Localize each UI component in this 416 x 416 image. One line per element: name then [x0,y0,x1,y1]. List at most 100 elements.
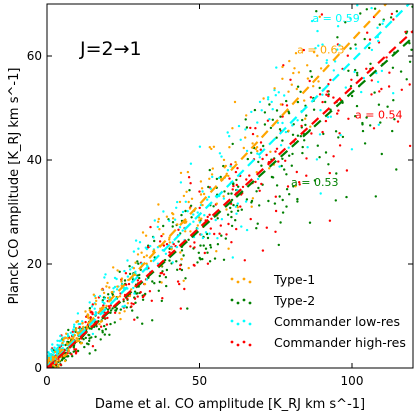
data-point [363,37,366,41]
data-point [372,127,376,130]
data-point [158,274,161,278]
data-point [356,4,359,7]
data-point [346,54,349,57]
data-point [57,363,60,366]
data-point [305,174,308,177]
data-point [236,209,240,212]
data-point [278,195,281,198]
data-point [72,346,76,349]
data-point [116,295,119,299]
data-point [187,238,190,241]
data-point [347,69,350,73]
data-point [287,146,290,149]
data-point [196,224,199,227]
data-point [206,236,210,240]
data-point [270,100,273,104]
data-point [258,100,262,104]
data-point [206,198,209,201]
data-point [119,308,123,311]
data-point [251,132,255,136]
data-point [149,259,153,263]
data-point [141,322,144,325]
data-point [312,51,316,54]
data-point [157,289,160,292]
data-point [209,227,212,230]
data-point [206,262,210,265]
data-point [244,136,247,139]
data-point [408,42,411,45]
data-point [273,202,277,205]
data-point [75,350,78,354]
data-point [123,279,127,282]
data-point [160,271,164,275]
data-point [322,132,325,136]
data-point [365,67,368,71]
data-point [365,8,368,11]
data-point [160,234,163,238]
data-point [65,332,68,335]
data-point [389,16,393,19]
data-point [275,184,279,187]
data-point [390,12,394,16]
data-point [222,158,226,162]
data-point [300,124,303,128]
data-point [61,343,65,347]
data-point [186,210,189,213]
data-point [355,104,359,108]
data-point [56,346,59,350]
legend-label: Type-2 [273,293,315,308]
data-point [171,261,174,264]
data-point [58,348,61,351]
data-point [182,194,186,198]
data-point [148,290,152,293]
data-point [232,184,235,188]
data-point [168,219,171,222]
data-point [209,187,212,190]
data-point [137,262,140,265]
data-point [284,130,288,134]
data-point [51,343,54,346]
data-point [172,213,175,216]
data-point [254,127,257,130]
data-point [179,251,182,254]
data-point [370,6,373,10]
data-point [189,162,193,165]
data-point [219,224,222,227]
legend-marker [248,343,252,347]
data-point [207,195,211,199]
data-point [181,229,184,232]
data-point [275,109,279,112]
data-point [58,339,61,343]
data-point [210,173,214,176]
data-point [149,225,152,229]
data-point [223,190,226,193]
data-point [284,159,287,162]
data-point [121,305,124,308]
data-point [235,183,238,187]
data-point [261,249,265,252]
data-point [274,195,277,198]
data-point [296,100,300,104]
data-point [277,160,280,163]
data-point [239,205,242,208]
data-point [52,358,55,361]
data-point [392,99,395,102]
data-point [278,128,282,131]
data-point [377,103,381,106]
data-point [363,142,367,145]
data-point [267,199,270,203]
data-point [329,78,332,82]
data-point [324,151,328,154]
data-point [263,123,267,126]
data-point [157,203,160,206]
data-point [304,117,307,120]
data-point [178,226,182,229]
data-point [203,251,206,255]
data-point [230,210,233,213]
data-point [190,197,194,200]
data-point [326,115,330,119]
data-point [101,300,104,304]
data-point [249,217,252,221]
slope-annotation: a = 0.53 [291,176,338,189]
data-point [93,313,97,317]
